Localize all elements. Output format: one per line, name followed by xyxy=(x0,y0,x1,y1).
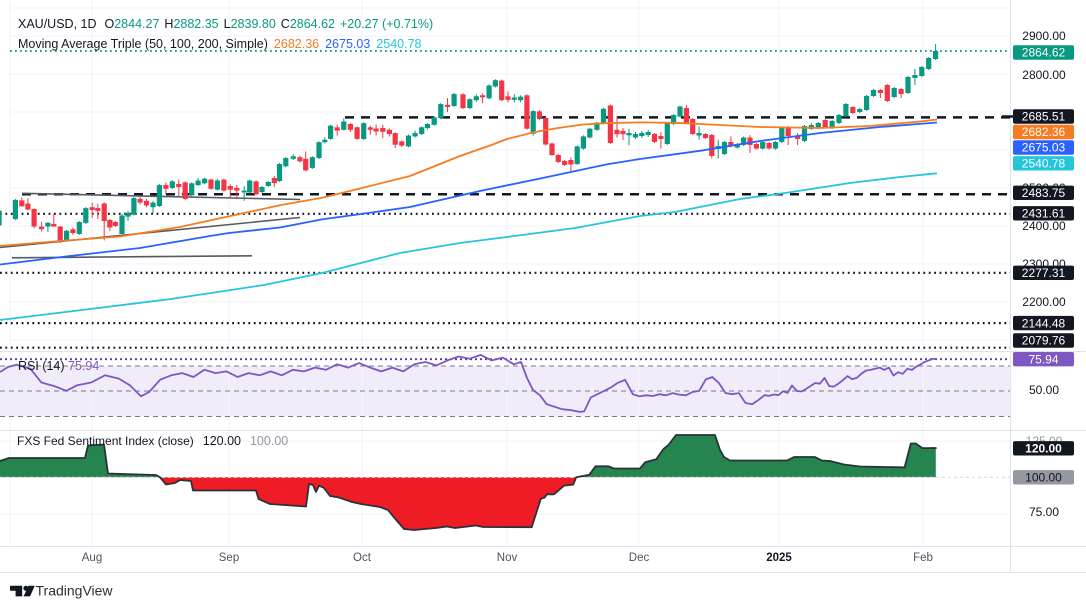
svg-text:2144.48: 2144.48 xyxy=(1022,316,1066,330)
svg-text:75.94: 75.94 xyxy=(1028,352,1058,366)
svg-text:2079.76: 2079.76 xyxy=(1022,334,1066,348)
svg-text:2900.00: 2900.00 xyxy=(1022,29,1066,43)
svg-text:120.00: 120.00 xyxy=(1025,442,1062,456)
svg-text:Aug: Aug xyxy=(82,552,102,564)
svg-text:Feb: Feb xyxy=(913,552,933,564)
svg-text:2682.36: 2682.36 xyxy=(1022,125,1066,139)
svg-text:75.00: 75.00 xyxy=(1029,505,1059,519)
svg-text:2277.31: 2277.31 xyxy=(1022,266,1066,280)
svg-text:Dec: Dec xyxy=(629,552,650,564)
svg-text:FXS Fed Sentiment Index (close: FXS Fed Sentiment Index (close) 120.00 100… xyxy=(17,434,288,448)
svg-text:2800.00: 2800.00 xyxy=(1022,68,1066,82)
svg-text:2483.75: 2483.75 xyxy=(1022,186,1066,200)
svg-text:2400.00: 2400.00 xyxy=(1022,219,1066,233)
svg-text:2025: 2025 xyxy=(766,552,792,564)
svg-text:100.00: 100.00 xyxy=(1025,471,1062,485)
svg-text:TradingView: TradingView xyxy=(36,583,114,599)
svg-text:Nov: Nov xyxy=(497,552,518,564)
svg-text:2540.78: 2540.78 xyxy=(1022,157,1066,171)
svg-text:2685.51: 2685.51 xyxy=(1022,110,1066,124)
svg-text:2200.00: 2200.00 xyxy=(1022,295,1066,309)
svg-text:2864.62: 2864.62 xyxy=(1022,46,1066,60)
svg-text:Moving Average Triple (50, 100: Moving Average Triple (50, 100, 200, Sim… xyxy=(18,37,422,51)
svg-text:Oct: Oct xyxy=(353,552,372,564)
svg-text:50.00: 50.00 xyxy=(1029,383,1059,397)
svg-text:2675.03: 2675.03 xyxy=(1022,141,1066,155)
svg-text:RSI (14) 75.94: RSI (14) 75.94 xyxy=(18,359,99,373)
svg-text:Sep: Sep xyxy=(219,552,239,564)
svg-text:2431.61: 2431.61 xyxy=(1022,207,1066,221)
